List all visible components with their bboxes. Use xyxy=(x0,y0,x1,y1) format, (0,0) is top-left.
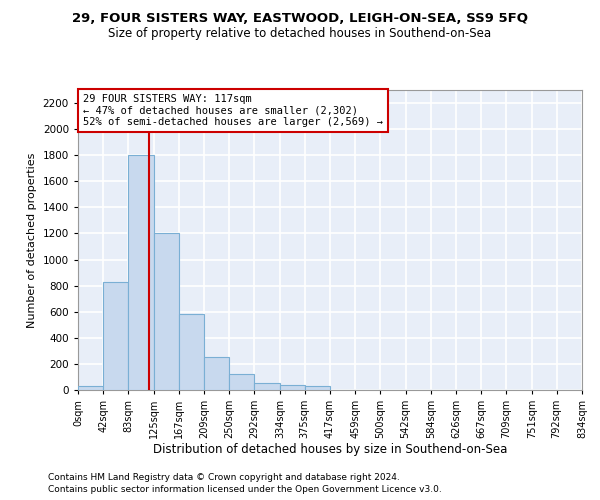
Bar xyxy=(128,155,154,390)
Bar xyxy=(280,385,305,390)
Text: Contains public sector information licensed under the Open Government Licence v3: Contains public sector information licen… xyxy=(48,485,442,494)
Text: 29, FOUR SISTERS WAY, EASTWOOD, LEIGH-ON-SEA, SS9 5FQ: 29, FOUR SISTERS WAY, EASTWOOD, LEIGH-ON… xyxy=(72,12,528,26)
Bar xyxy=(154,234,179,390)
Y-axis label: Number of detached properties: Number of detached properties xyxy=(27,152,37,328)
Bar xyxy=(179,314,205,390)
Bar xyxy=(305,386,330,390)
Bar xyxy=(205,356,229,390)
Bar xyxy=(229,374,254,390)
Bar xyxy=(103,282,128,390)
Text: Distribution of detached houses by size in Southend-on-Sea: Distribution of detached houses by size … xyxy=(153,442,507,456)
Bar xyxy=(254,384,280,390)
Text: Contains HM Land Registry data © Crown copyright and database right 2024.: Contains HM Land Registry data © Crown c… xyxy=(48,474,400,482)
Text: Size of property relative to detached houses in Southend-on-Sea: Size of property relative to detached ho… xyxy=(109,28,491,40)
Text: 29 FOUR SISTERS WAY: 117sqm
← 47% of detached houses are smaller (2,302)
52% of : 29 FOUR SISTERS WAY: 117sqm ← 47% of det… xyxy=(83,94,383,127)
Bar xyxy=(78,386,103,390)
